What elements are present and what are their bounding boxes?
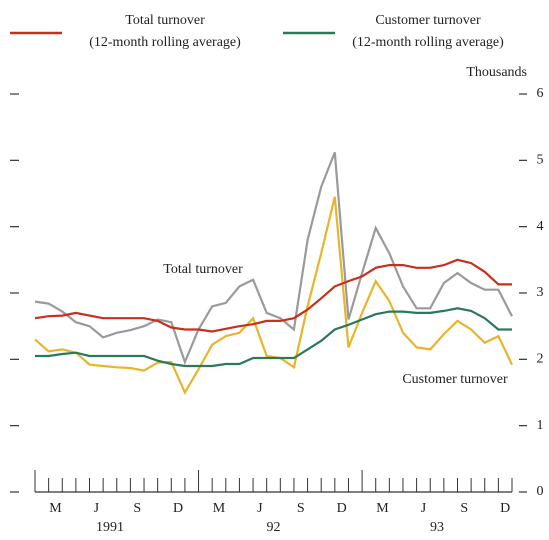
legend-entry: Customer turnover (12-month rolling aver…	[352, 13, 504, 50]
x-tick-label: D	[173, 501, 183, 516]
series-line	[34, 196, 513, 395]
x-tick-label: M	[49, 501, 62, 516]
y-tick-label: 6	[537, 86, 544, 101]
x-tick-label: J	[421, 501, 427, 516]
series-line	[34, 258, 512, 333]
y-tick-label: 0	[537, 484, 544, 499]
y-tick-label: 5	[537, 153, 544, 168]
y-tick-label: 2	[537, 352, 544, 367]
x-tick-label: M	[376, 501, 389, 516]
annotation: Customer turnover	[402, 372, 508, 387]
annotation: Total turnover	[163, 262, 243, 277]
y-tick-label: 4	[537, 219, 544, 234]
series-line	[34, 151, 513, 366]
series-line	[35, 307, 512, 368]
legend-entry: Total turnover (12-month rolling average…	[89, 13, 241, 50]
x-tick-label: S	[133, 501, 141, 516]
y-tick-label: 1	[537, 418, 544, 433]
year-label: 1991	[96, 520, 124, 535]
x-tick-label: S	[297, 501, 305, 516]
y-unit-label: Thousands	[466, 65, 527, 80]
year-label: 93	[430, 520, 444, 535]
y-tick-label: 3	[537, 285, 544, 300]
x-tick-label: D	[337, 501, 347, 516]
x-tick-label: D	[500, 501, 510, 516]
x-tick-label: J	[94, 501, 100, 516]
x-tick-label: M	[213, 501, 226, 516]
x-tick-label: S	[460, 501, 468, 516]
year-label: 92	[267, 520, 281, 535]
x-tick-label: J	[257, 501, 263, 516]
